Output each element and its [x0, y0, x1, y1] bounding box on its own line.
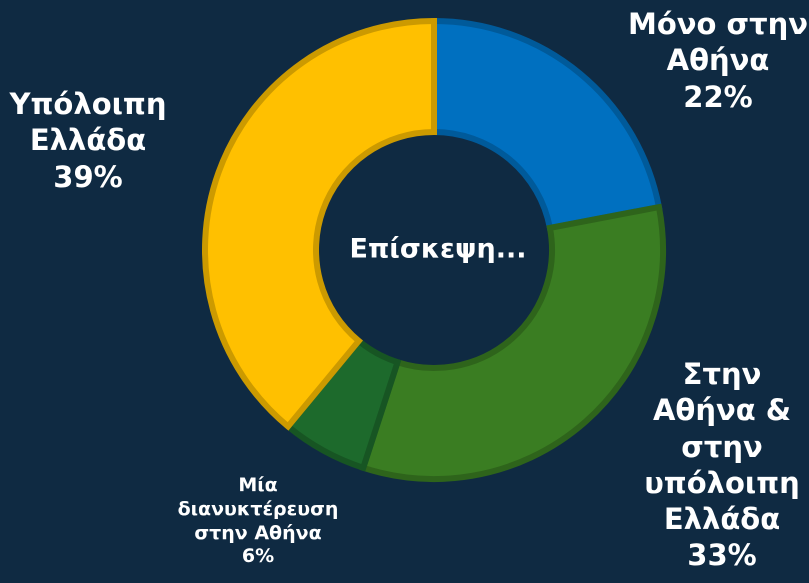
category-name: Μόνο στην Αθήνα [627, 7, 809, 78]
segment-label: Στην Αθήνα & στην υπόλοιπη Ελλάδα 33% [642, 356, 802, 574]
value-label: 39% [53, 159, 123, 194]
donut-segment [431, 17, 663, 232]
segment-label: Μία διανυκτέρευση στην Αθήνα 6% [168, 474, 348, 569]
category-name: Μία διανυκτέρευση στην Αθήνα [177, 474, 339, 544]
value-label: 6% [241, 545, 275, 568]
donut-segment [359, 203, 666, 482]
donut-segment [202, 17, 437, 431]
category-name: Στην Αθήνα & στην υπόλοιπη Ελλάδα [644, 357, 800, 536]
value-label: 22% [683, 79, 753, 114]
segment-label: Υπόλοιπη Ελλάδα 39% [3, 86, 173, 195]
segment-label: Μόνο στην Αθήνα 22% [623, 6, 809, 115]
category-name: Υπόλοιπη Ελλάδα [9, 87, 167, 158]
center-label: Επίσκεψη... [350, 234, 527, 265]
value-label: 33% [687, 538, 757, 573]
